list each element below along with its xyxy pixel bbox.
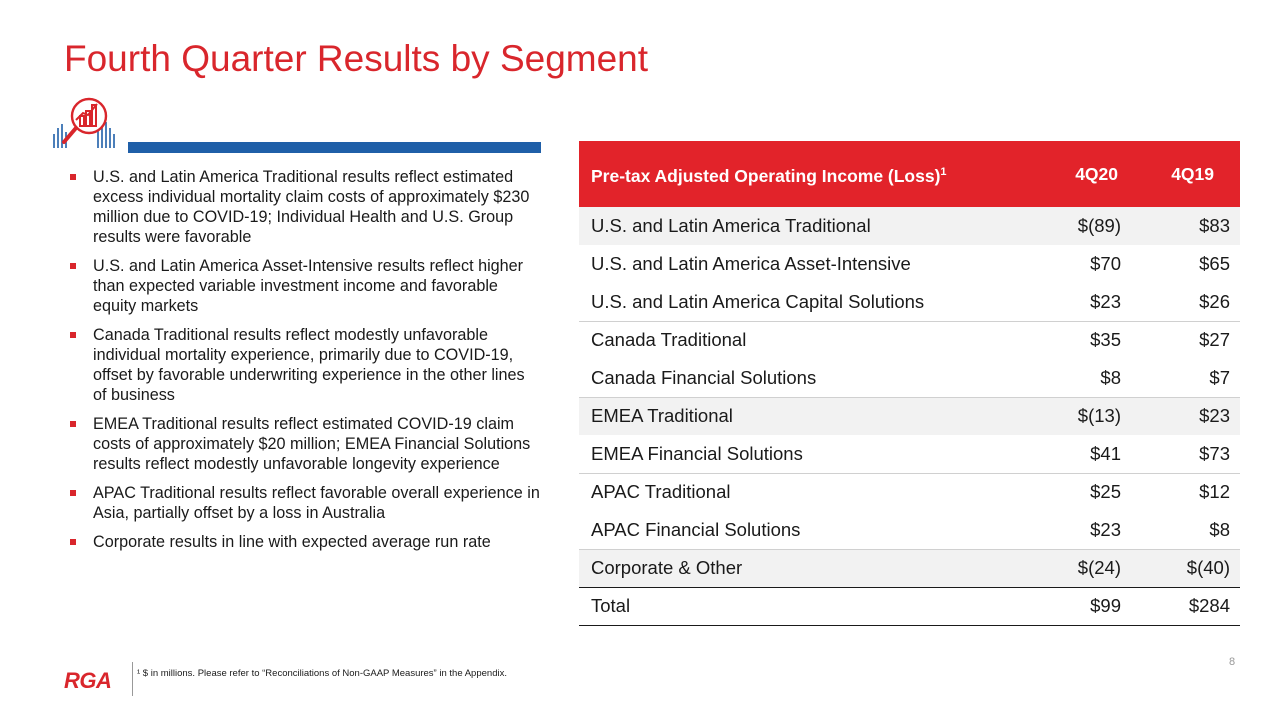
value-4q19: $73: [1199, 442, 1230, 464]
commentary-item: U.S. and Latin America Traditional resul…: [70, 167, 540, 247]
table-row: U.S. and Latin America Capital Solutions…: [579, 283, 1240, 321]
commentary-item: EMEA Traditional results reflect estimat…: [70, 414, 540, 474]
bullet-square-icon: [70, 539, 76, 545]
footer-divider: [132, 662, 133, 696]
value-4q19: $284: [1135, 586, 1240, 626]
segment-name: EMEA Financial Solutions: [591, 442, 803, 464]
commentary-item: U.S. and Latin America Asset-Intensive r…: [70, 256, 540, 316]
magnifier-chart-icon: [52, 96, 116, 154]
bullet-square-icon: [70, 174, 76, 180]
bullet-square-icon: [70, 332, 76, 338]
value-4q20: $25: [1015, 472, 1135, 511]
header-segment: Pre-tax Adjusted Operating Income (Loss)…: [579, 141, 1015, 207]
rga-logo: RGA: [64, 668, 112, 693]
value-4q20: $23: [1090, 518, 1121, 540]
value-4q19: $23: [1135, 396, 1240, 435]
value-4q20: $99: [1015, 586, 1135, 626]
table-row: Corporate & Other $(24) $(40): [579, 548, 1240, 587]
table-row: U.S. and Latin America Traditional $(89)…: [579, 207, 1240, 245]
value-4q20: $23: [1090, 290, 1121, 312]
table-row: APAC Traditional $25 $12: [579, 472, 1240, 511]
page-title: Fourth Quarter Results by Segment: [64, 38, 649, 79]
value-4q20: $70: [1090, 253, 1121, 274]
section-divider-bar: [128, 142, 541, 153]
header-4q20: 4Q20: [1015, 141, 1135, 207]
table-row: EMEA Financial Solutions $41 $73: [579, 435, 1240, 473]
table-row: APAC Financial Solutions $23 $8: [579, 511, 1240, 549]
value-4q20: $(24): [1015, 548, 1135, 587]
table-total-row: Total $99 $284: [579, 586, 1240, 626]
value-4q20: $41: [1090, 442, 1121, 464]
segment-name: APAC Financial Solutions: [591, 518, 801, 540]
segment-name: U.S. and Latin America Asset-Intensive: [591, 253, 911, 274]
segment-results-table: Pre-tax Adjusted Operating Income (Loss)…: [579, 141, 1240, 626]
value-4q19: $7: [1209, 366, 1230, 388]
segment-name: Total: [579, 586, 1015, 626]
value-4q19: $12: [1135, 472, 1240, 511]
value-4q19: $(40): [1135, 548, 1240, 587]
table-row: EMEA Traditional $(13) $23: [579, 396, 1240, 435]
table-row: Canada Traditional $35 $27: [579, 320, 1240, 359]
value-4q19: $8: [1209, 518, 1230, 540]
table-header-row: Pre-tax Adjusted Operating Income (Loss)…: [579, 141, 1240, 207]
bullet-square-icon: [70, 490, 76, 496]
commentary-item: Canada Traditional results reflect modes…: [70, 325, 540, 405]
page-number: 8: [1229, 656, 1236, 668]
commentary-item: APAC Traditional results reflect favorab…: [70, 483, 540, 523]
segment-name: APAC Traditional: [579, 472, 1015, 511]
commentary-item: Corporate results in line with expected …: [70, 532, 540, 552]
value-4q20: $8: [1100, 366, 1121, 388]
bullet-square-icon: [70, 263, 76, 269]
value-4q20: $35: [1015, 320, 1135, 359]
segment-name: U.S. and Latin America Capital Solutions: [591, 290, 925, 312]
segment-name: EMEA Traditional: [579, 396, 1015, 435]
footnote: ¹ $ in millions. Please refer to “Reconc…: [137, 668, 507, 679]
header-4q19: 4Q19: [1135, 141, 1240, 207]
segment-name: Canada Traditional: [579, 320, 1015, 359]
segment-name: U.S. and Latin America Traditional: [579, 207, 1015, 245]
commentary-list: U.S. and Latin America Traditional resul…: [70, 167, 540, 561]
bullet-square-icon: [70, 421, 76, 427]
value-4q20: $(13): [1015, 396, 1135, 435]
table-row: U.S. and Latin America Asset-Intensive $…: [579, 245, 1240, 283]
value-4q19: $26: [1199, 290, 1230, 312]
value-4q20: $(89): [1015, 207, 1135, 245]
table-row: Canada Financial Solutions $8 $7: [579, 359, 1240, 397]
segment-name: Corporate & Other: [579, 548, 1015, 587]
value-4q19: $83: [1135, 207, 1240, 245]
segment-name: Canada Financial Solutions: [591, 366, 817, 388]
value-4q19: $65: [1199, 253, 1230, 274]
value-4q19: $27: [1135, 320, 1240, 359]
